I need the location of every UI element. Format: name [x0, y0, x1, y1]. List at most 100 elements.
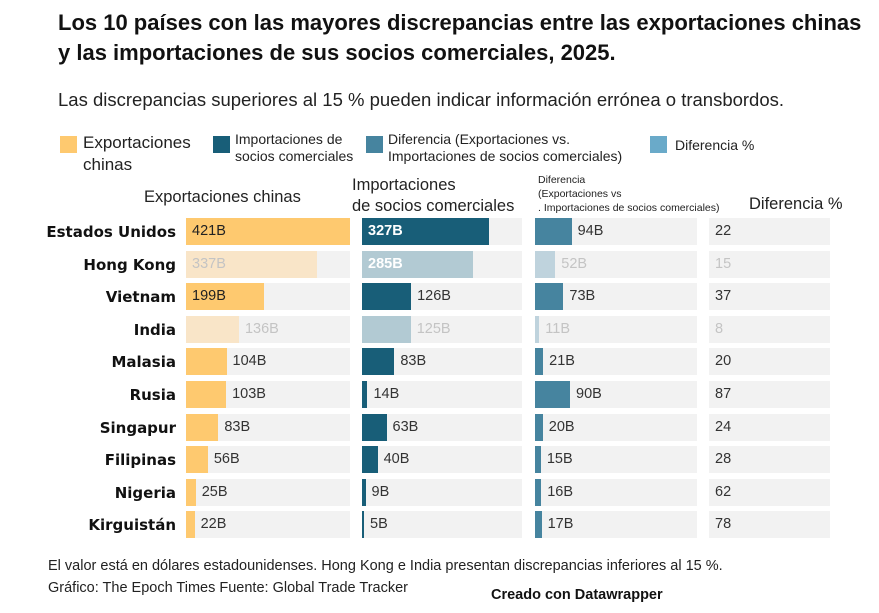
value-label-diff: 90B [576, 386, 602, 402]
column-header-imports: Importaciones de socios comerciales [352, 175, 514, 217]
bar-background [362, 478, 522, 506]
row-label: Singapur [99, 418, 176, 437]
bar-imports [362, 348, 395, 376]
row-label: Estados Unidos [46, 223, 176, 241]
bar-imports [362, 413, 387, 441]
legend-swatch-exports [60, 136, 77, 153]
legend-label-pct: Diferencia % [675, 137, 755, 153]
bar-exports [186, 283, 264, 311]
value-label-imports: 125B [416, 320, 451, 337]
column-header-diff: Diferencia (Exportaciones vs . Importaci… [538, 173, 720, 215]
value-label-pct: 62 [715, 483, 732, 500]
value-label-pct: 8 [715, 320, 724, 337]
bar-background [535, 348, 697, 376]
value-label-pct: 20 [715, 353, 732, 370]
column-header-imports-line2: de socios comerciales [352, 197, 515, 215]
value-label-pct: 87 [715, 386, 732, 402]
value-label-imports: 126B [417, 288, 451, 305]
bar-diff [535, 348, 544, 376]
bar-background [362, 381, 522, 408]
bar-background [535, 315, 697, 343]
bar-exports [186, 446, 208, 474]
bar-background [709, 218, 830, 245]
value-label-exports: 25B [201, 483, 228, 500]
value-label-imports: 9B [371, 483, 390, 500]
bar-exports [186, 250, 318, 278]
bar-imports [362, 446, 378, 474]
legend-label-exports: Exportaciones chinas [83, 133, 191, 174]
legend-swatch-imports [213, 136, 230, 153]
bar-imports [362, 218, 490, 245]
value-label-imports: 327B [368, 223, 403, 239]
footnote: El valor está en dólares estadounidenses… [48, 558, 723, 574]
bar-background [186, 446, 350, 474]
column-header-diff-line1: Diferencia [538, 174, 586, 186]
value-label-diff: 73B [569, 288, 596, 305]
value-label-pct: 28 [715, 451, 732, 468]
legend-label-imports: Importaciones de socios comerciales [235, 131, 354, 164]
value-label-exports: 83B [224, 418, 251, 435]
value-label-exports: 56B [213, 451, 240, 468]
row-label: India [133, 320, 176, 339]
bar-exports [186, 511, 195, 539]
bar-imports [362, 511, 364, 539]
bar-diff [535, 478, 542, 506]
bar-background [186, 478, 350, 506]
bar-exports [186, 315, 239, 343]
bar-diff [535, 413, 543, 441]
bar-background [709, 511, 830, 539]
value-label-exports: 104B [232, 353, 267, 370]
value-label-diff: 20B [548, 418, 575, 435]
bar-diff [535, 315, 540, 343]
bar-exports [186, 348, 227, 376]
bar-imports [362, 381, 368, 408]
chart-subtitle: Las discrepancias superiores al 15 % pue… [58, 89, 785, 110]
bar-background [709, 446, 830, 474]
value-label-imports: 63B [392, 418, 419, 435]
value-label-exports: 103B [232, 386, 266, 402]
bar-background [709, 315, 830, 343]
value-label-diff: 94B [577, 223, 604, 239]
bar-background [709, 413, 830, 441]
row-label: Hong Kong [83, 255, 176, 274]
row-label: Nigeria [114, 483, 176, 502]
bar-exports [186, 218, 350, 245]
value-label-exports: 136B [244, 320, 279, 337]
bar-background [709, 348, 830, 376]
row-label: Filipinas [104, 451, 176, 470]
bar-background [535, 478, 697, 506]
value-label-imports: 40B [383, 451, 410, 468]
value-label-pct: 24 [715, 418, 732, 435]
row-label: Vietnam [105, 288, 176, 307]
value-label-diff: 15B [546, 451, 573, 468]
value-label-exports: 337B [192, 255, 226, 272]
column-header-diff-line3: . Importaciones de socios comerciales) [538, 202, 720, 214]
legend-swatch-diff [366, 136, 383, 153]
column-header-exports: Exportaciones chinas [144, 188, 301, 206]
bar-exports [186, 381, 227, 408]
value-label-imports: 83B [400, 353, 427, 370]
bar-background [535, 446, 697, 474]
row-label: Malasia [111, 353, 176, 372]
value-label-pct: 37 [715, 288, 732, 305]
bar-background [709, 478, 830, 506]
bar-background [709, 381, 830, 408]
bar-background [709, 283, 830, 311]
column-header-imports-line1: Importaciones [352, 176, 456, 194]
bar-imports [362, 478, 366, 506]
bar-diff [535, 218, 572, 245]
bar-exports [186, 478, 196, 506]
value-label-pct: 15 [715, 255, 732, 272]
value-label-diff: 52B [561, 255, 588, 272]
row-label: Kirguistán [88, 516, 176, 535]
legend-label-diff: Diferencia (Exportaciones vs. Importacio… [388, 131, 623, 164]
value-label-diff: 11B [545, 320, 571, 337]
value-label-diff: 17B [547, 516, 574, 533]
value-label-imports: 5B [370, 516, 388, 533]
bar-background [535, 250, 697, 278]
bar-background [362, 511, 522, 539]
bar-diff [535, 381, 571, 408]
value-label-diff: 16B [547, 483, 574, 500]
column-header-diff-line2: (Exportaciones vs [538, 188, 622, 200]
